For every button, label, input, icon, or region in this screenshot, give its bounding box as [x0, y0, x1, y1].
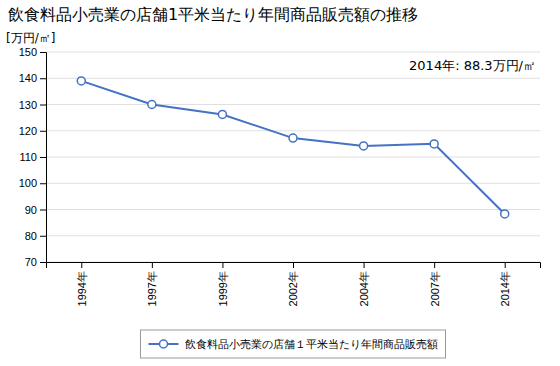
chart: 飲食料品小売業の店舗1平米当たり年間商品販売額の推移 [万円/㎡] 70 80 90 10… — [0, 0, 560, 366]
y-tick-mark — [40, 78, 46, 79]
grid-line — [46, 130, 540, 131]
y-tick-mark — [40, 157, 46, 158]
x-axis-line — [47, 263, 541, 269]
point — [289, 134, 297, 142]
grid-line — [46, 104, 540, 105]
y-tick: 120 — [19, 125, 46, 137]
y-tick-mark — [40, 236, 46, 237]
x-axis: 1994年 1997年 1999年 2002年 2004年 2007年 2014年 — [47, 262, 541, 306]
x-tick-mark — [434, 262, 435, 268]
x-tick-label: 2004年 — [358, 271, 370, 306]
point — [77, 77, 85, 85]
line — [81, 81, 504, 214]
y-tick-label: 90 — [25, 204, 37, 216]
y-axis: 70 80 90 100 110 120 130 140 150 — [19, 46, 47, 268]
x-tick-label: 1997年 — [146, 271, 158, 306]
y-tick-mark — [40, 131, 46, 132]
y-tick-label: 80 — [25, 230, 37, 242]
y-tick-mark — [40, 52, 46, 53]
legend-item: 飲食料品小売業の店舗１平米当たり年間商品販売額 — [149, 338, 438, 351]
y-axis-line — [40, 53, 47, 263]
series — [77, 77, 508, 218]
y-tick: 150 — [19, 46, 46, 58]
y-tick-mark — [40, 262, 46, 263]
y-tick: 130 — [19, 99, 46, 111]
y-tick: 80 — [25, 230, 46, 242]
y-tick: 110 — [19, 151, 46, 163]
x-tick: 1999年 — [217, 262, 229, 306]
legend-label: 飲食料品小売業の店舗１平米当たり年間商品販売額 — [185, 338, 438, 351]
y-tick-label: 120 — [19, 125, 37, 137]
point — [218, 110, 226, 118]
plot-area: 70 80 90 100 110 120 130 140 150 1994年 1997年 1999年 2… — [19, 46, 541, 306]
point — [360, 142, 368, 150]
x-tick: 2014年 — [499, 262, 511, 306]
x-tick-label: 2014年 — [499, 271, 511, 306]
grid-line — [46, 52, 540, 53]
title: 飲食料品小売業の店舗1平米当たり年間商品販売額の推移 — [8, 5, 418, 24]
y-tick-label: 150 — [19, 46, 37, 58]
y-tick-label: 110 — [19, 151, 37, 163]
y-tick-mark — [40, 105, 46, 106]
y-tick-label: 70 — [25, 256, 37, 268]
y-tick-mark — [40, 183, 46, 184]
x-tick: 1997年 — [146, 262, 158, 306]
grid-line — [46, 235, 540, 236]
x-tick-mark — [152, 262, 153, 268]
x-tick: 2004年 — [358, 262, 370, 306]
grid-line — [46, 157, 540, 158]
x-tick-label: 2002年 — [287, 271, 299, 306]
y-tick-mark — [40, 210, 46, 211]
y-tick-label: 130 — [19, 99, 37, 111]
y-tick: 140 — [19, 72, 46, 84]
x-tick-mark — [222, 262, 223, 268]
point — [148, 101, 156, 109]
y-tick: 90 — [25, 204, 46, 216]
y-tick-label: 100 — [19, 177, 37, 189]
y-tick: 100 — [19, 177, 46, 189]
x-tick: 1994年 — [76, 262, 88, 306]
y-tick-label: 140 — [19, 72, 37, 84]
x-tick: 2007年 — [428, 262, 440, 306]
legend-box — [141, 330, 446, 358]
x-tick-label: 1994年 — [76, 271, 88, 306]
y-tick: 70 — [25, 256, 46, 268]
annotation: 2014年: 88.3万円/㎡ — [409, 58, 536, 73]
y-axis-title: [万円/㎡] — [6, 31, 55, 45]
point — [430, 140, 438, 148]
x-tick-mark — [81, 262, 82, 268]
x-tick: 2002年 — [287, 262, 299, 306]
grid-line — [46, 78, 540, 79]
grid — [46, 52, 540, 262]
point — [501, 210, 509, 218]
grid-line — [46, 209, 540, 210]
x-tick-label: 1999年 — [217, 271, 229, 306]
x-tick-mark — [364, 262, 365, 268]
legend: 飲食料品小売業の店舗１平米当たり年間商品販売額 — [141, 330, 446, 358]
grid-line — [46, 183, 540, 184]
x-tick-mark — [293, 262, 294, 268]
legend-marker — [160, 340, 168, 348]
x-tick-mark — [505, 262, 506, 268]
x-tick-label: 2007年 — [428, 271, 440, 306]
